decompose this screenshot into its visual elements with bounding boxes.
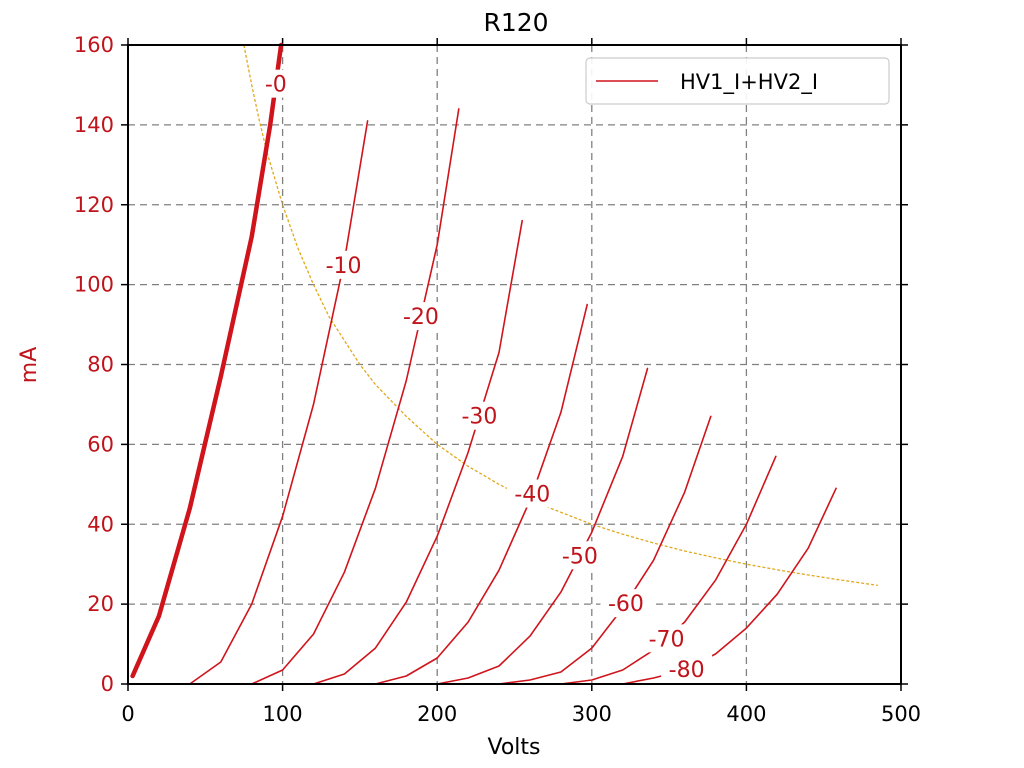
y-tick-label: 40 [87,512,114,536]
y-tick-label: 140 [74,113,114,137]
x-tick-label: 0 [121,702,134,726]
legend-box [585,57,890,105]
curve-minus-10 [127,120,369,685]
curve-label-bg [661,654,713,683]
tick-labels: 0 100 200 300 400 500 0 20 40 60 80 100 120 140 160 [74,33,921,726]
curve-minus-50 [127,367,649,685]
x-tick-label: 400 [726,702,766,726]
curve-label-minus-10: -10 [326,254,362,279]
chart-title: R120 [483,8,548,37]
curve-labels: -0 -10 -20 -30 -40 -50 -60-70 -80 [256,69,713,683]
legend: HV1_I+HV2_I [585,57,890,105]
y-tick-label: 160 [74,33,114,57]
x-axis-label: Volts [487,735,540,760]
curve-minus-40 [127,303,589,685]
curve-label-minus-40: -40 [514,483,550,508]
curve-label-bg [318,250,370,279]
curve-label-minus-30: -30 [461,405,497,430]
curve-label-minus-20: -20 [403,305,439,330]
curve-label-minus-70: -70 [649,627,685,652]
curve-minus-80 [127,487,837,685]
y-tick-label: 80 [87,353,114,377]
curve-label-minus-80: -80 [669,658,705,683]
axis-ticks [121,38,908,691]
x-tick-label: 300 [572,702,612,726]
curve-label-bg [506,479,558,508]
plot-frame [127,44,902,685]
curve-label-bg [256,69,295,98]
x-tick-label: 500 [881,702,921,726]
curve-label-minus-50: -50 [562,544,598,569]
curve-label-minus-0: -0 [265,73,287,98]
curve-minus-0 [130,42,284,679]
load-line-layer [243,44,878,587]
load-line [243,44,878,587]
curve-label-bg [554,541,606,570]
curve-minus-60 [127,415,712,685]
grid-lines [128,45,901,684]
y-tick-label: 100 [74,273,114,297]
curve-minus-30 [127,219,524,685]
y-tick-label: 20 [87,592,114,616]
legend-entry-label: HV1_I+HV2_I [680,70,818,95]
curve-label-bg [395,302,447,331]
y-tick-label: 120 [74,193,114,217]
y-tick-label: 0 [101,672,114,696]
y-tick-label: 60 [87,432,114,456]
x-tick-label: 200 [417,702,457,726]
curve-label-bg [600,589,652,618]
curve-label-bg [641,624,693,653]
y-axis-label: mA [17,347,42,383]
curve-label-bg [453,401,505,430]
curve-label-minus-60: -60 [608,592,644,617]
curve-minus-20 [127,108,460,685]
x-tick-label: 100 [263,702,303,726]
